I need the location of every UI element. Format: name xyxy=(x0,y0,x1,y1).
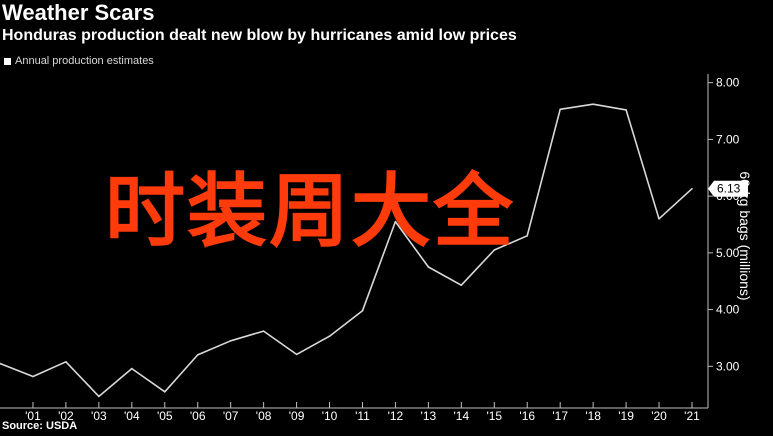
data-point xyxy=(196,354,199,356)
data-point xyxy=(98,395,100,398)
data-point xyxy=(559,108,561,111)
data-point xyxy=(229,339,232,342)
x-tick-label: '21 xyxy=(684,409,700,423)
data-point xyxy=(32,375,34,378)
data-point xyxy=(262,330,265,332)
x-tick-label: '14 xyxy=(454,409,470,423)
data-point xyxy=(427,266,430,268)
legend-swatch xyxy=(4,57,11,65)
chart-subtitle: Honduras production dealt new blow by hu… xyxy=(2,27,517,44)
x-tick-label: '18 xyxy=(585,409,601,423)
x-tick-label: '01 xyxy=(25,409,41,423)
data-point xyxy=(361,309,364,312)
x-tick-label: '17 xyxy=(552,409,568,423)
y-tick-label: 4.00 xyxy=(716,303,740,317)
last-value-badge: 6.13 xyxy=(708,180,748,197)
data-point xyxy=(0,362,1,365)
x-tick-label: '20 xyxy=(651,409,667,423)
watermark-overlay-text: 时装周大全 xyxy=(105,165,515,258)
x-tick-label: '07 xyxy=(223,409,239,423)
x-tick-label: '05 xyxy=(157,409,173,423)
x-tick-label: '11 xyxy=(355,409,370,423)
y-tick-label: 7.00 xyxy=(716,132,740,146)
x-tick-label: '16 xyxy=(519,409,535,423)
x-tick-label: '02 xyxy=(58,409,74,423)
data-point xyxy=(592,103,594,106)
data-point xyxy=(295,353,298,356)
data-point xyxy=(394,220,397,223)
data-point xyxy=(493,249,496,251)
x-tick-label: '03 xyxy=(91,409,107,423)
legend-label: Annual production estimates xyxy=(15,55,154,67)
data-point xyxy=(163,391,166,393)
data-point xyxy=(691,187,693,190)
last-value-label: 6.13 xyxy=(717,182,741,196)
legend: Annual production estimates xyxy=(4,55,154,67)
source-note: Source: USDA xyxy=(2,420,78,432)
x-tick-label: '13 xyxy=(421,409,437,423)
data-point xyxy=(526,235,529,237)
data-point xyxy=(131,367,133,370)
x-tick-label: '09 xyxy=(289,409,305,423)
y-tick-label: 8.00 xyxy=(716,76,740,90)
x-tick-label: '12 xyxy=(388,409,404,423)
x-tick-label: '08 xyxy=(256,409,272,423)
x-tick-label: '10 xyxy=(322,409,338,423)
y-axis-label: 60-kg bags (millions) xyxy=(737,171,753,301)
y-tick-label: 3.00 xyxy=(716,359,740,373)
last-value-badge-bg xyxy=(708,180,748,197)
y-tick-label: 5.00 xyxy=(716,246,740,260)
x-tick-label: '04 xyxy=(124,409,140,423)
x-tick-label: '19 xyxy=(618,409,634,423)
series-line-production xyxy=(0,103,693,398)
x-tick-label: '06 xyxy=(190,409,206,423)
x-tick-label: '15 xyxy=(486,409,502,423)
data-point xyxy=(625,109,627,111)
data-point xyxy=(658,218,660,220)
chart-title: Weather Scars xyxy=(2,0,155,25)
data-point xyxy=(328,335,331,338)
data-point xyxy=(460,284,463,286)
data-point xyxy=(65,360,67,363)
